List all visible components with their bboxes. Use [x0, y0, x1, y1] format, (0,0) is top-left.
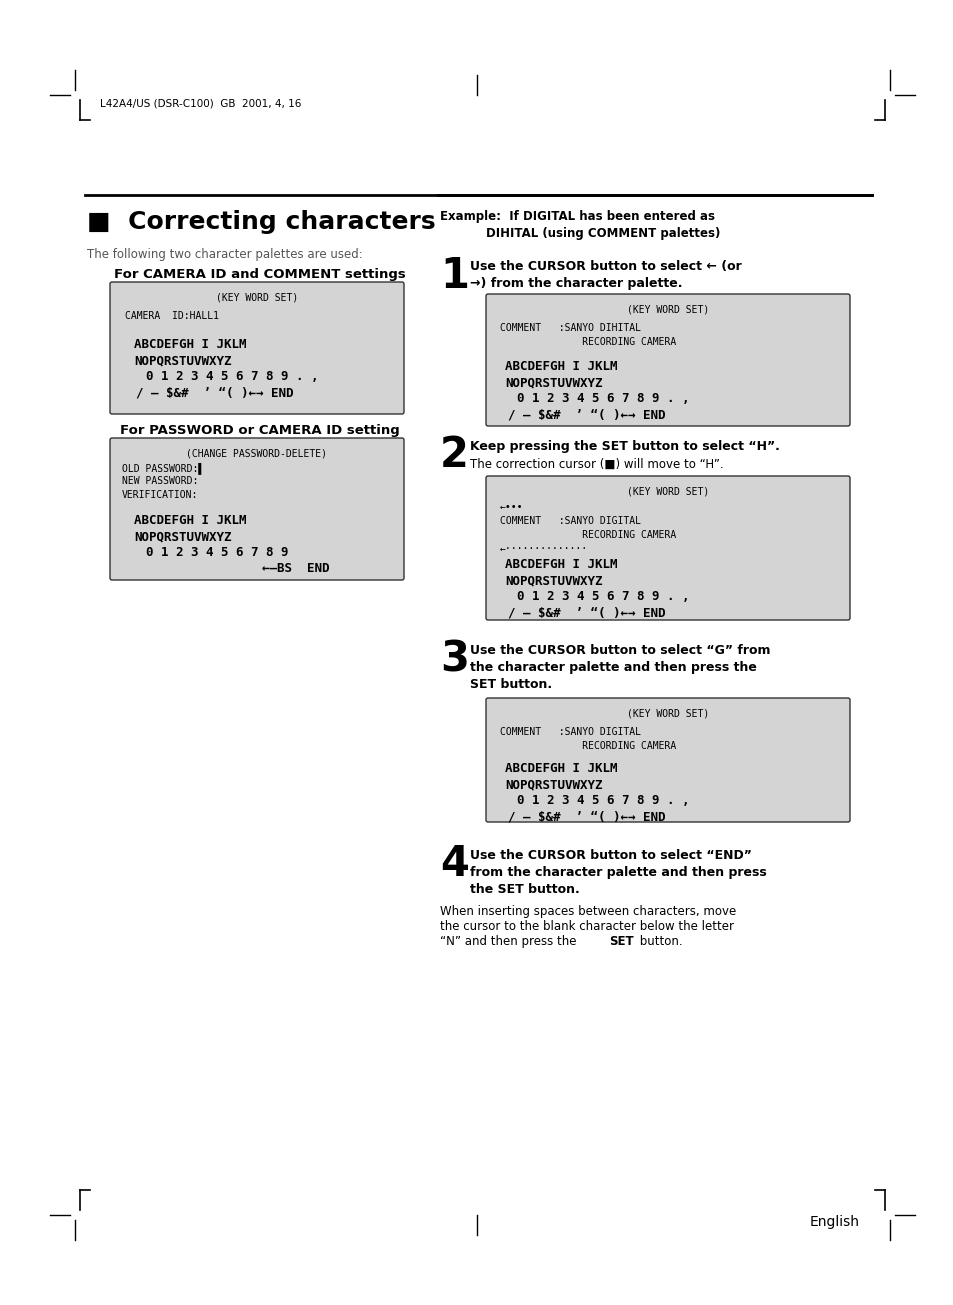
Text: SET: SET — [608, 934, 633, 947]
Text: RECORDING CAMERA: RECORDING CAMERA — [499, 741, 676, 750]
Text: VERIFICATION:: VERIFICATION: — [122, 489, 198, 500]
Text: 0 1 2 3 4 5 6 7 8 9: 0 1 2 3 4 5 6 7 8 9 — [146, 545, 288, 559]
Text: “N” and then press the: “N” and then press the — [439, 934, 579, 947]
Text: ABCDEFGH I JKLM: ABCDEFGH I JKLM — [133, 338, 246, 351]
Text: ABCDEFGH I JKLM: ABCDEFGH I JKLM — [504, 559, 617, 572]
Text: ABCDEFGH I JKLM: ABCDEFGH I JKLM — [504, 762, 617, 775]
Text: →) from the character palette.: →) from the character palette. — [470, 277, 681, 290]
Text: NOPQRSTUVWXYZ: NOPQRSTUVWXYZ — [504, 376, 602, 389]
Text: from the character palette and then press: from the character palette and then pres… — [470, 867, 766, 880]
Text: For CAMERA ID and COMMENT settings: For CAMERA ID and COMMENT settings — [114, 268, 405, 281]
Text: the SET button.: the SET button. — [470, 883, 579, 897]
Text: English: English — [809, 1215, 859, 1229]
FancyBboxPatch shape — [110, 438, 403, 579]
Text: 1: 1 — [439, 254, 469, 298]
Text: (CHANGE PASSWORD-DELETE): (CHANGE PASSWORD-DELETE) — [186, 448, 327, 458]
Text: 0 1 2 3 4 5 6 7 8 9 . ,: 0 1 2 3 4 5 6 7 8 9 . , — [517, 793, 689, 806]
Text: RECORDING CAMERA: RECORDING CAMERA — [499, 337, 676, 347]
Text: (KEY WORD SET): (KEY WORD SET) — [626, 305, 708, 315]
Text: ←··············: ←·············· — [499, 544, 587, 555]
Text: ABCDEFGH I JKLM: ABCDEFGH I JKLM — [133, 514, 246, 527]
Text: NOPQRSTUVWXYZ: NOPQRSTUVWXYZ — [504, 574, 602, 587]
Text: NOPQRSTUVWXYZ: NOPQRSTUVWXYZ — [133, 354, 232, 367]
Text: ←–BS  END: ←–BS END — [262, 562, 329, 576]
Text: 0 1 2 3 4 5 6 7 8 9 . ,: 0 1 2 3 4 5 6 7 8 9 . , — [517, 392, 689, 405]
Text: Use the CURSOR button to select “G” from: Use the CURSOR button to select “G” from — [470, 643, 770, 656]
Text: The following two character palettes are used:: The following two character palettes are… — [87, 248, 362, 261]
Text: The correction cursor (■) will move to “H”.: The correction cursor (■) will move to “… — [470, 458, 723, 471]
Text: Use the CURSOR button to select “END”: Use the CURSOR button to select “END” — [470, 850, 751, 863]
Text: NOPQRSTUVWXYZ: NOPQRSTUVWXYZ — [133, 530, 232, 543]
Text: 0 1 2 3 4 5 6 7 8 9 . ,: 0 1 2 3 4 5 6 7 8 9 . , — [146, 371, 318, 382]
Text: When inserting spaces between characters, move: When inserting spaces between characters… — [439, 904, 736, 917]
FancyBboxPatch shape — [485, 476, 849, 620]
Text: Keep pressing the SET button to select “H”.: Keep pressing the SET button to select “… — [470, 440, 779, 453]
Text: ←•••: ←••• — [499, 502, 523, 512]
Text: COMMENT   :SANYO DIGITAL: COMMENT :SANYO DIGITAL — [499, 727, 640, 737]
Text: ABCDEFGH I JKLM: ABCDEFGH I JKLM — [504, 360, 617, 373]
Text: Use the CURSOR button to select ← (or: Use the CURSOR button to select ← (or — [470, 260, 741, 273]
FancyBboxPatch shape — [485, 698, 849, 822]
Text: / – $&#  ’ “( )←→ END: / – $&# ’ “( )←→ END — [136, 386, 294, 399]
Text: 4: 4 — [439, 843, 468, 885]
Text: RECORDING CAMERA: RECORDING CAMERA — [499, 530, 676, 540]
Text: NOPQRSTUVWXYZ: NOPQRSTUVWXYZ — [504, 778, 602, 791]
Text: (KEY WORD SET): (KEY WORD SET) — [215, 294, 297, 303]
Text: CAMERA  ID:HALL1: CAMERA ID:HALL1 — [125, 311, 219, 321]
Text: / – $&#  ’ “( )←→ END: / – $&# ’ “( )←→ END — [507, 810, 665, 823]
Text: (KEY WORD SET): (KEY WORD SET) — [626, 709, 708, 719]
FancyBboxPatch shape — [485, 294, 849, 425]
Text: / – $&#  ’ “( )←→ END: / – $&# ’ “( )←→ END — [507, 408, 665, 422]
Text: SET button.: SET button. — [470, 679, 552, 692]
Text: ■  Correcting characters: ■ Correcting characters — [87, 210, 436, 234]
Text: (KEY WORD SET): (KEY WORD SET) — [626, 487, 708, 497]
Text: 3: 3 — [439, 638, 469, 680]
Text: NEW PASSWORD:: NEW PASSWORD: — [122, 476, 198, 485]
Text: DIHITAL (using COMMENT palettes): DIHITAL (using COMMENT palettes) — [485, 227, 720, 240]
Text: 0 1 2 3 4 5 6 7 8 9 . ,: 0 1 2 3 4 5 6 7 8 9 . , — [517, 590, 689, 603]
Text: 2: 2 — [439, 435, 468, 476]
Text: For PASSWORD or CAMERA ID setting: For PASSWORD or CAMERA ID setting — [120, 424, 399, 437]
Text: COMMENT   :SANYO DIGITAL: COMMENT :SANYO DIGITAL — [499, 515, 640, 526]
Text: button.: button. — [636, 934, 682, 947]
Text: Example:  If DIGITAL has been entered as: Example: If DIGITAL has been entered as — [439, 210, 714, 223]
Text: COMMENT   :SANYO DIHITAL: COMMENT :SANYO DIHITAL — [499, 324, 640, 333]
Text: the character palette and then press the: the character palette and then press the — [470, 662, 756, 673]
Text: OLD PASSWORD:▌: OLD PASSWORD:▌ — [122, 462, 204, 474]
Text: L42A4/US (DSR-C100)  GB  2001, 4, 16: L42A4/US (DSR-C100) GB 2001, 4, 16 — [100, 98, 301, 108]
Text: the cursor to the blank character below the letter: the cursor to the blank character below … — [439, 920, 733, 933]
Text: / – $&#  ’ “( )←→ END: / – $&# ’ “( )←→ END — [507, 606, 665, 619]
FancyBboxPatch shape — [110, 282, 403, 414]
